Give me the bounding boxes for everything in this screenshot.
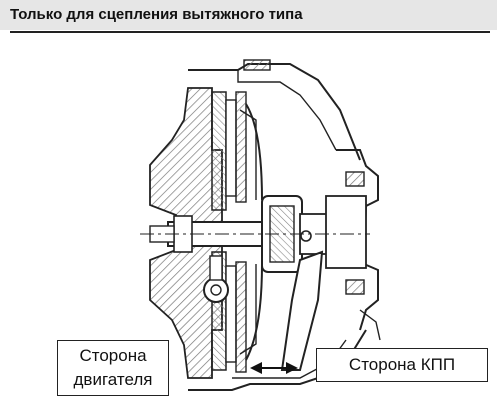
cover-plate-upper (235, 91, 247, 203)
cover-plate-lower (235, 261, 247, 373)
gearbox-side-label: Сторона КПП (316, 348, 488, 382)
housing-bracket-top (243, 59, 271, 71)
title-underline (10, 31, 490, 33)
engine-side-line2: двигателя (73, 370, 153, 389)
friction-disc-upper (225, 99, 237, 197)
page-title: Только для сцепления вытяжного типа (10, 6, 303, 23)
friction-disc-lower (225, 265, 237, 363)
diaphragm-spring-upper (245, 103, 263, 201)
bellhousing-top (188, 63, 361, 161)
engine-side-line1: Сторона (79, 346, 147, 365)
release-fork (280, 250, 324, 371)
title-band (0, 0, 497, 30)
engine-side-label: Сторона двигателя (57, 340, 169, 396)
pressure-plate-upper (211, 91, 227, 211)
diaphragm-spring-lower (245, 263, 263, 361)
